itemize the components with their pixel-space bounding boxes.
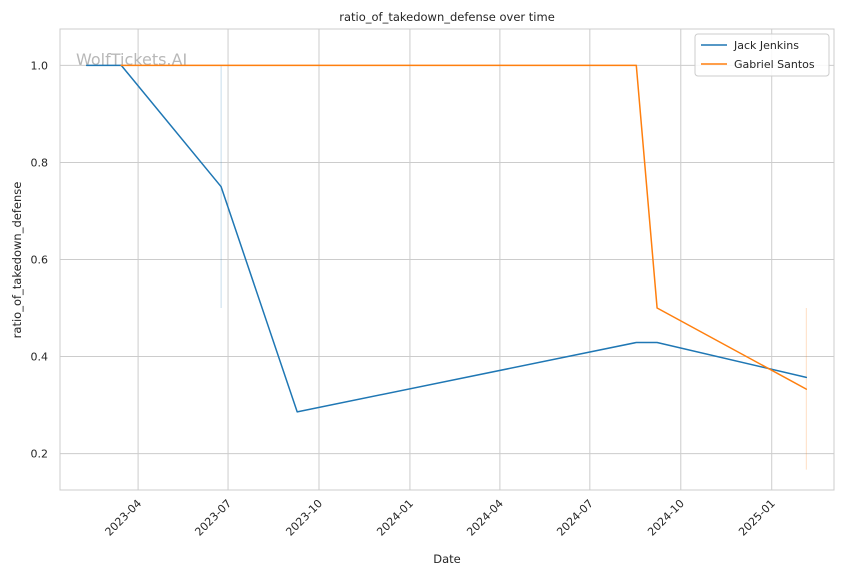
x-tick-labels: 2023-04 2023-07 2023-10 2024-01 2024-04 2024-… (103, 497, 778, 539)
x-tick-label: 2023-07 (192, 497, 234, 539)
series-lines (85, 64, 808, 413)
x-tick-label: 2024-07 (554, 497, 596, 539)
legend-label: Gabriel Santos (734, 58, 815, 71)
y-tick-labels: 0.2 0.4 0.6 0.8 1.0 (31, 59, 49, 460)
x-tick-label: 2024-04 (464, 497, 506, 539)
chart-title: ratio_of_takedown_defense over time (339, 10, 555, 24)
x-tick-label: 2024-10 (645, 497, 687, 539)
legend-box (694, 33, 830, 77)
watermark: WolfTickets.AI (76, 50, 187, 69)
y-tick-label: 0.2 (31, 448, 49, 461)
y-axis-label: ratio_of_takedown_defense (10, 182, 24, 339)
series-line-2 (120, 64, 808, 390)
y-tick-label: 0.6 (31, 254, 49, 267)
x-tick-label: 2023-04 (103, 497, 145, 539)
legend-label: Jack Jenkins (733, 39, 799, 52)
y-tick-label: 0.4 (31, 351, 49, 364)
x-tick-label: 2024-01 (374, 497, 416, 539)
y-tick-label: 1.0 (31, 59, 49, 72)
x-tick-label: 2025-01 (736, 497, 778, 539)
x-tick-label: 2023-10 (283, 497, 325, 539)
x-axis-label: Date (433, 552, 461, 566)
legend: Jack Jenkins Gabriel Santos (694, 33, 830, 77)
y-tick-label: 0.8 (31, 156, 49, 169)
